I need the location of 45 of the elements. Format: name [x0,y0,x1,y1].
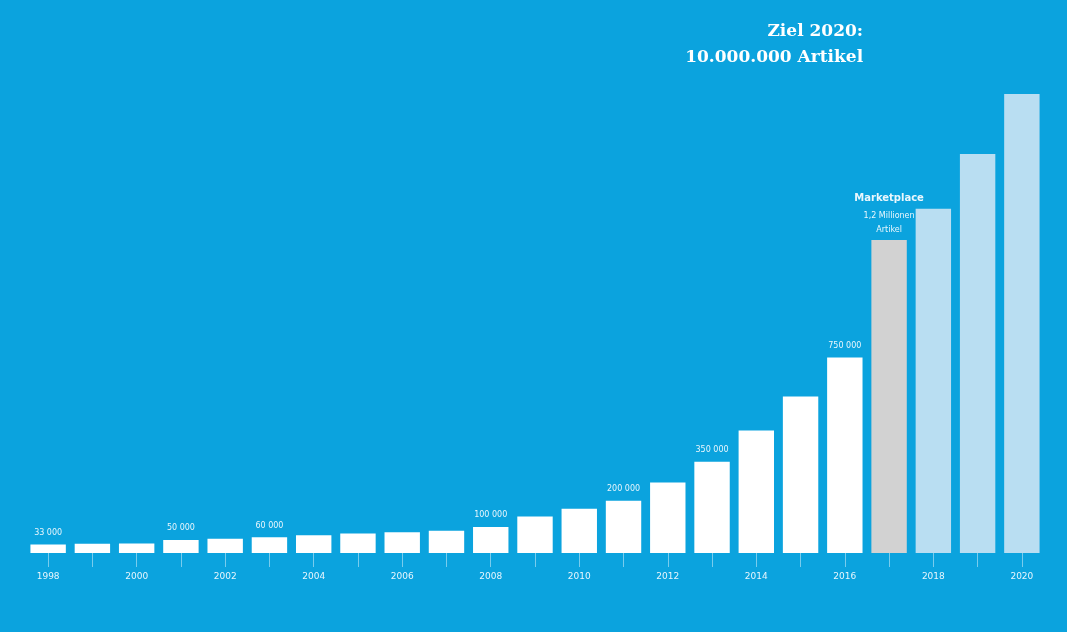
x-tick-label: 2000 [125,570,149,581]
data-label: 60 000 [255,520,284,530]
data-label: 350 000 [695,445,729,455]
bar [1004,94,1040,553]
bar [428,530,465,553]
bar [340,533,376,553]
data-label: 200 000 [606,484,641,494]
x-tick-label: 2014 [744,570,769,581]
x-tick-label: 2002 [213,570,237,581]
x-tick-label: 2016 [833,570,857,581]
x-tick-label: 2020 [1010,570,1034,581]
data-label: 100 000 [474,510,508,520]
bar [473,526,509,553]
x-tick-label: 1998 [36,570,60,581]
x-tick-label: 2008 [479,570,503,581]
bar [782,396,819,553]
bar [871,240,907,553]
bar [827,357,863,553]
bar [605,500,642,553]
bar [915,208,952,553]
bar [561,508,597,553]
bar [163,539,199,553]
bar [295,535,332,553]
x-tick-label: 2018 [921,570,946,581]
bar [694,461,730,553]
bar [74,543,111,553]
bar [384,532,420,553]
x-tick-label: 2006 [390,570,414,581]
data-label: 33 000 [34,527,63,537]
data-label: 750 000 [828,340,862,350]
x-tick-label: 2012 [656,570,680,581]
x-tick-label: 2004 [302,570,326,581]
bar [650,482,686,553]
bar [517,516,553,553]
data-label: 50 000 [166,523,195,533]
chart-title: Ziel 2020: 10.000.000 Artikel [685,20,864,66]
annotation: Marketplace [854,191,925,203]
bar [738,430,775,553]
bar [30,544,66,553]
bar [207,538,243,553]
annotation: 1,2 Millionen Artikel [863,210,915,234]
x-tick-label: 2010 [567,570,591,581]
bar [118,543,155,553]
bar [959,153,996,553]
bar [251,537,288,553]
